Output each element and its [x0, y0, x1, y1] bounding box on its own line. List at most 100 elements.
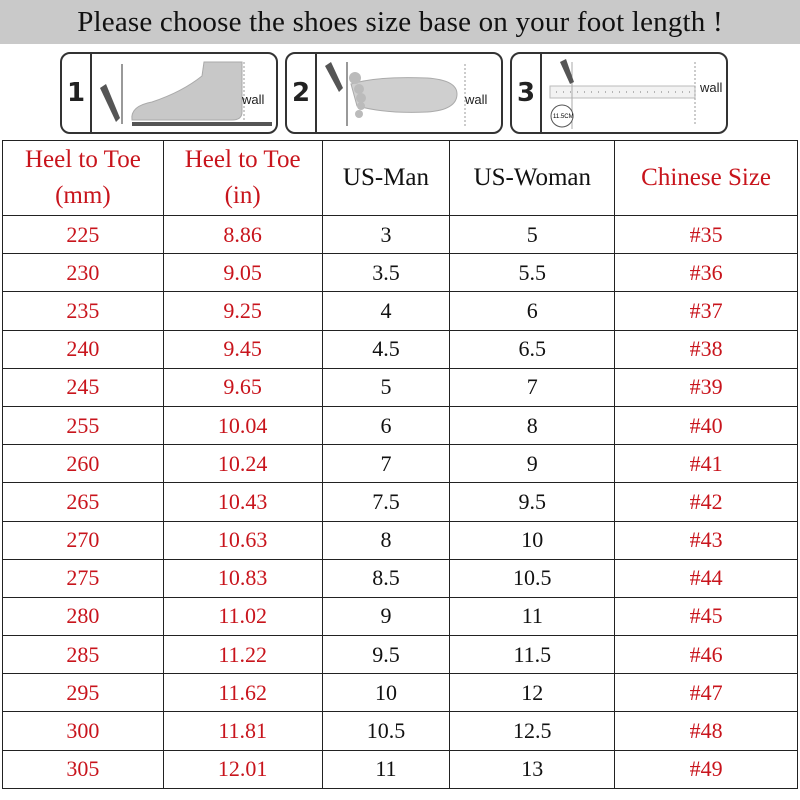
table-cell: #47 [614, 673, 798, 713]
table-cell: 12 [449, 673, 616, 713]
table-cell: 10.83 [162, 558, 323, 598]
wall-label: wall [700, 80, 723, 95]
table-cell: 10.5 [321, 711, 451, 751]
table-cell: 7 [321, 444, 451, 484]
table-row: 285 11.22 9.5 11.5 #46 [2, 635, 798, 675]
table-cell: 10 [449, 520, 616, 560]
table-cell: #37 [614, 291, 798, 331]
table-row: 240 9.45 4.5 6.5 #38 [2, 329, 798, 369]
table-cell: 3 [321, 214, 451, 255]
table-cell: #40 [614, 405, 798, 446]
table-cell: #44 [614, 558, 798, 598]
table-cell: 295 [2, 673, 164, 713]
table-cell: 11.5 [449, 635, 616, 675]
table-cell: 9.5 [321, 635, 451, 675]
table-row: 225 8.86 3 5 #35 [2, 214, 798, 255]
table-row: 235 9.25 4 6 #37 [2, 291, 798, 331]
column-header: Heel to Toe (in) [162, 140, 323, 216]
table-cell: 12.5 [449, 711, 616, 751]
wall-label: wall [242, 92, 265, 107]
table-cell: 265 [2, 482, 164, 522]
table-row: 245 9.65 5 7 #39 [2, 367, 798, 407]
table-cell: 11.81 [162, 711, 323, 751]
step-1-panel: 1 wall [60, 52, 278, 134]
table-cell: #41 [614, 444, 798, 484]
table-cell: 8 [321, 520, 451, 560]
table-cell: 225 [2, 214, 164, 255]
table-row: 260 10.24 7 9 #41 [2, 444, 798, 484]
header-line: Heel to Toe [24, 146, 141, 173]
table-cell: 255 [2, 405, 164, 446]
table-cell: 9.5 [449, 482, 616, 522]
table-cell: 10.04 [162, 405, 323, 446]
step-number: 3 [512, 54, 542, 132]
table-cell: 8.5 [321, 558, 451, 598]
table-cell: 305 [2, 749, 164, 789]
table-cell: 275 [2, 558, 164, 598]
column-header: US-Man [321, 140, 451, 216]
table-cell: 11.62 [162, 673, 323, 713]
table-cell: 11.02 [162, 596, 323, 637]
step-number: 2 [287, 54, 317, 132]
table-row: 280 11.02 9 11 #45 [2, 596, 798, 637]
table-cell: 10.5 [449, 558, 616, 598]
header-line: US-Man [342, 164, 430, 191]
table-cell: 9 [449, 444, 616, 484]
measure-label: 11.5CM [553, 114, 574, 120]
column-header: US-Woman [449, 140, 616, 216]
table-row: 275 10.83 8.5 10.5 #44 [2, 558, 798, 598]
table-cell: 9.25 [162, 291, 323, 331]
table-cell: 7 [449, 367, 616, 407]
table-cell: 280 [2, 596, 164, 637]
table-cell: #45 [614, 596, 798, 637]
table-cell: 6 [321, 405, 451, 446]
table-cell: #43 [614, 520, 798, 560]
table-row: 295 11.62 10 12 #47 [2, 673, 798, 713]
table-cell: 6 [449, 291, 616, 331]
header-unit: (mm) [55, 182, 111, 209]
table-cell: 10 [321, 673, 451, 713]
table-row: 265 10.43 7.5 9.5 #42 [2, 482, 798, 522]
table-cell: 270 [2, 520, 164, 560]
table-cell: 5 [449, 214, 616, 255]
table-cell: 10.24 [162, 444, 323, 484]
table-cell: 4 [321, 291, 451, 331]
table-cell: #46 [614, 635, 798, 675]
table-cell: 11 [449, 596, 616, 637]
table-cell: 13 [449, 749, 616, 789]
table-cell: 5.5 [449, 253, 616, 293]
table-cell: #49 [614, 749, 798, 789]
table-cell: 6.5 [449, 329, 616, 369]
table-row: 300 11.81 10.5 12.5 #48 [2, 711, 798, 751]
foot-top-against-wall-icon [325, 62, 466, 126]
table-cell: 8.86 [162, 214, 323, 255]
table-cell: #42 [614, 482, 798, 522]
table-cell: 12.01 [162, 749, 323, 789]
table-cell: 285 [2, 635, 164, 675]
table-cell: #38 [614, 329, 798, 369]
table-row: 305 12.01 11 13 #49 [2, 749, 798, 789]
table-cell: 9 [321, 596, 451, 637]
wall-label: wall [465, 92, 488, 107]
table-cell: 7.5 [321, 482, 451, 522]
table-cell: 8 [449, 405, 616, 446]
size-chart-table: Heel to Toe (mm) Heel to Toe (in) US-Man US-W… [2, 140, 798, 789]
step-number: 1 [62, 54, 92, 132]
table-cell: 9.65 [162, 367, 323, 407]
table-header-row: Heel to Toe (mm) Heel to Toe (in) US-Man US-W… [2, 140, 798, 216]
foot-side-against-wall-icon [100, 61, 272, 126]
table-cell: 9.05 [162, 253, 323, 293]
table-cell: 9.45 [162, 329, 323, 369]
table-cell: 10.63 [162, 520, 323, 560]
column-header: Heel to Toe (mm) [2, 140, 164, 216]
table-cell: 10.43 [162, 482, 323, 522]
table-cell: 3.5 [321, 253, 451, 293]
table-cell: #35 [614, 214, 798, 255]
table-cell: 245 [2, 367, 164, 407]
table-cell: 11 [321, 749, 451, 789]
header-unit: (in) [224, 182, 261, 209]
column-header: Chinese Size [614, 140, 798, 216]
table-cell: 235 [2, 291, 164, 331]
table-cell: 11.22 [162, 635, 323, 675]
header-line: Chinese Size [641, 164, 772, 191]
